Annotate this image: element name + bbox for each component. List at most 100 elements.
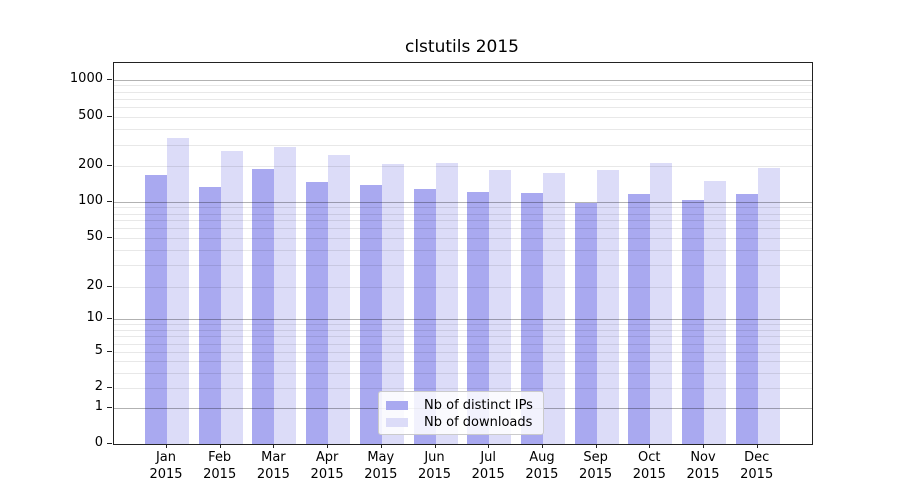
y-tick bbox=[107, 318, 112, 320]
x-tick-label: Jul 2015 bbox=[471, 450, 505, 482]
y-tick-label: 500 bbox=[78, 108, 103, 124]
legend-item: Nb of downloads bbox=[379, 414, 543, 431]
chart-title: clstutils 2015 bbox=[404, 37, 519, 57]
gridline-minor bbox=[114, 107, 812, 109]
gridline-minor bbox=[114, 166, 812, 168]
y-tick bbox=[107, 78, 112, 80]
y-tick-label: 1 bbox=[94, 399, 103, 415]
x-tick-label: Dec 2015 bbox=[740, 450, 774, 482]
y-tick bbox=[107, 165, 112, 167]
x-tick bbox=[219, 444, 221, 448]
gridline-minor bbox=[114, 129, 812, 131]
gridline-minor bbox=[114, 286, 812, 288]
gridline-minor bbox=[114, 117, 812, 119]
x-tick bbox=[595, 444, 597, 448]
y-tick bbox=[107, 407, 112, 409]
gridline-minor bbox=[114, 388, 812, 390]
bar-downloads bbox=[596, 169, 619, 444]
x-tick bbox=[756, 444, 758, 448]
x-tick bbox=[649, 444, 651, 448]
x-tick-label: Mar 2015 bbox=[256, 450, 290, 482]
gridline-major bbox=[114, 319, 812, 321]
gridline-minor bbox=[114, 99, 812, 101]
bar-downloads bbox=[650, 162, 673, 444]
y-tick-label: 100 bbox=[78, 192, 103, 208]
bar-distinct-ips bbox=[735, 193, 758, 444]
gridline-minor bbox=[114, 361, 812, 363]
bar-distinct-ips bbox=[359, 185, 382, 444]
gridline-minor bbox=[114, 237, 812, 239]
legend-swatch bbox=[386, 401, 408, 410]
gridline-minor bbox=[114, 213, 812, 215]
y-tick-label: 20 bbox=[86, 277, 103, 293]
bar-distinct-ips bbox=[306, 181, 329, 444]
gridline-minor bbox=[114, 91, 812, 93]
x-tick bbox=[380, 444, 382, 448]
bar-downloads bbox=[328, 155, 351, 444]
bar-downloads bbox=[274, 146, 297, 444]
bar-downloads bbox=[167, 138, 189, 444]
bar-distinct-ips bbox=[198, 186, 221, 444]
gridline-minor bbox=[114, 144, 812, 146]
bar-downloads bbox=[704, 181, 726, 444]
gridline-minor bbox=[114, 265, 812, 267]
gridline-major bbox=[114, 201, 812, 203]
y-tick bbox=[107, 116, 112, 118]
x-tick bbox=[488, 444, 490, 448]
y-tick bbox=[107, 351, 112, 353]
x-tick bbox=[541, 444, 543, 448]
bar-distinct-ips bbox=[628, 193, 651, 444]
x-tick-label: May 2015 bbox=[364, 450, 398, 482]
bar-downloads bbox=[489, 170, 512, 444]
y-tick-label: 0 bbox=[94, 434, 103, 450]
gridline-minor bbox=[114, 324, 812, 326]
x-tick bbox=[166, 444, 167, 448]
gridline-minor bbox=[114, 249, 812, 251]
x-tick-label: Aug 2015 bbox=[525, 450, 559, 482]
y-tick bbox=[107, 285, 112, 287]
legend: Nb of distinct IPs Nb of downloads bbox=[378, 391, 544, 435]
y-tick-label: 2 bbox=[94, 379, 103, 395]
x-tick bbox=[273, 444, 275, 448]
y-tick-label: 200 bbox=[78, 157, 103, 173]
gridline-minor bbox=[114, 372, 812, 374]
bar-distinct-ips bbox=[574, 203, 597, 444]
gridline-minor bbox=[114, 207, 812, 209]
gridline-minor bbox=[114, 352, 812, 354]
legend-swatch bbox=[386, 418, 408, 427]
y-tick-label: 10 bbox=[86, 310, 103, 326]
bar-distinct-ips bbox=[145, 175, 167, 444]
gridline-minor bbox=[114, 329, 812, 331]
gridline-minor bbox=[114, 220, 812, 222]
x-tick bbox=[327, 444, 329, 448]
y-tick bbox=[107, 200, 112, 202]
y-tick bbox=[107, 236, 112, 238]
x-tick-label: Jan 2015 bbox=[149, 450, 183, 482]
bar-downloads bbox=[542, 172, 565, 444]
x-tick bbox=[703, 444, 704, 448]
gridline-minor bbox=[114, 336, 812, 338]
x-tick-label: Oct 2015 bbox=[632, 450, 666, 482]
gridline-minor bbox=[114, 85, 812, 87]
x-tick-label: Apr 2015 bbox=[310, 450, 344, 482]
gridline-major bbox=[114, 79, 812, 81]
legend-label: Nb of downloads bbox=[424, 415, 533, 430]
x-tick-label: Feb 2015 bbox=[203, 450, 237, 482]
x-tick-label: Sep 2015 bbox=[579, 450, 613, 482]
x-tick bbox=[434, 444, 436, 448]
bar-downloads bbox=[757, 168, 780, 444]
y-tick-label: 50 bbox=[86, 228, 103, 244]
bar-downloads bbox=[435, 162, 458, 444]
bar-downloads bbox=[220, 150, 243, 444]
x-tick-label: Jun 2015 bbox=[417, 450, 452, 482]
y-tick bbox=[107, 442, 112, 444]
bar-distinct-ips bbox=[682, 199, 704, 444]
bar-distinct-ips bbox=[520, 193, 543, 444]
bar-distinct-ips bbox=[252, 168, 275, 444]
y-tick-label: 5 bbox=[94, 343, 103, 359]
gridline-minor bbox=[114, 228, 812, 230]
plot-area bbox=[113, 62, 813, 445]
legend-item: Nb of distinct IPs bbox=[379, 397, 543, 414]
legend-label: Nb of distinct IPs bbox=[424, 398, 533, 413]
